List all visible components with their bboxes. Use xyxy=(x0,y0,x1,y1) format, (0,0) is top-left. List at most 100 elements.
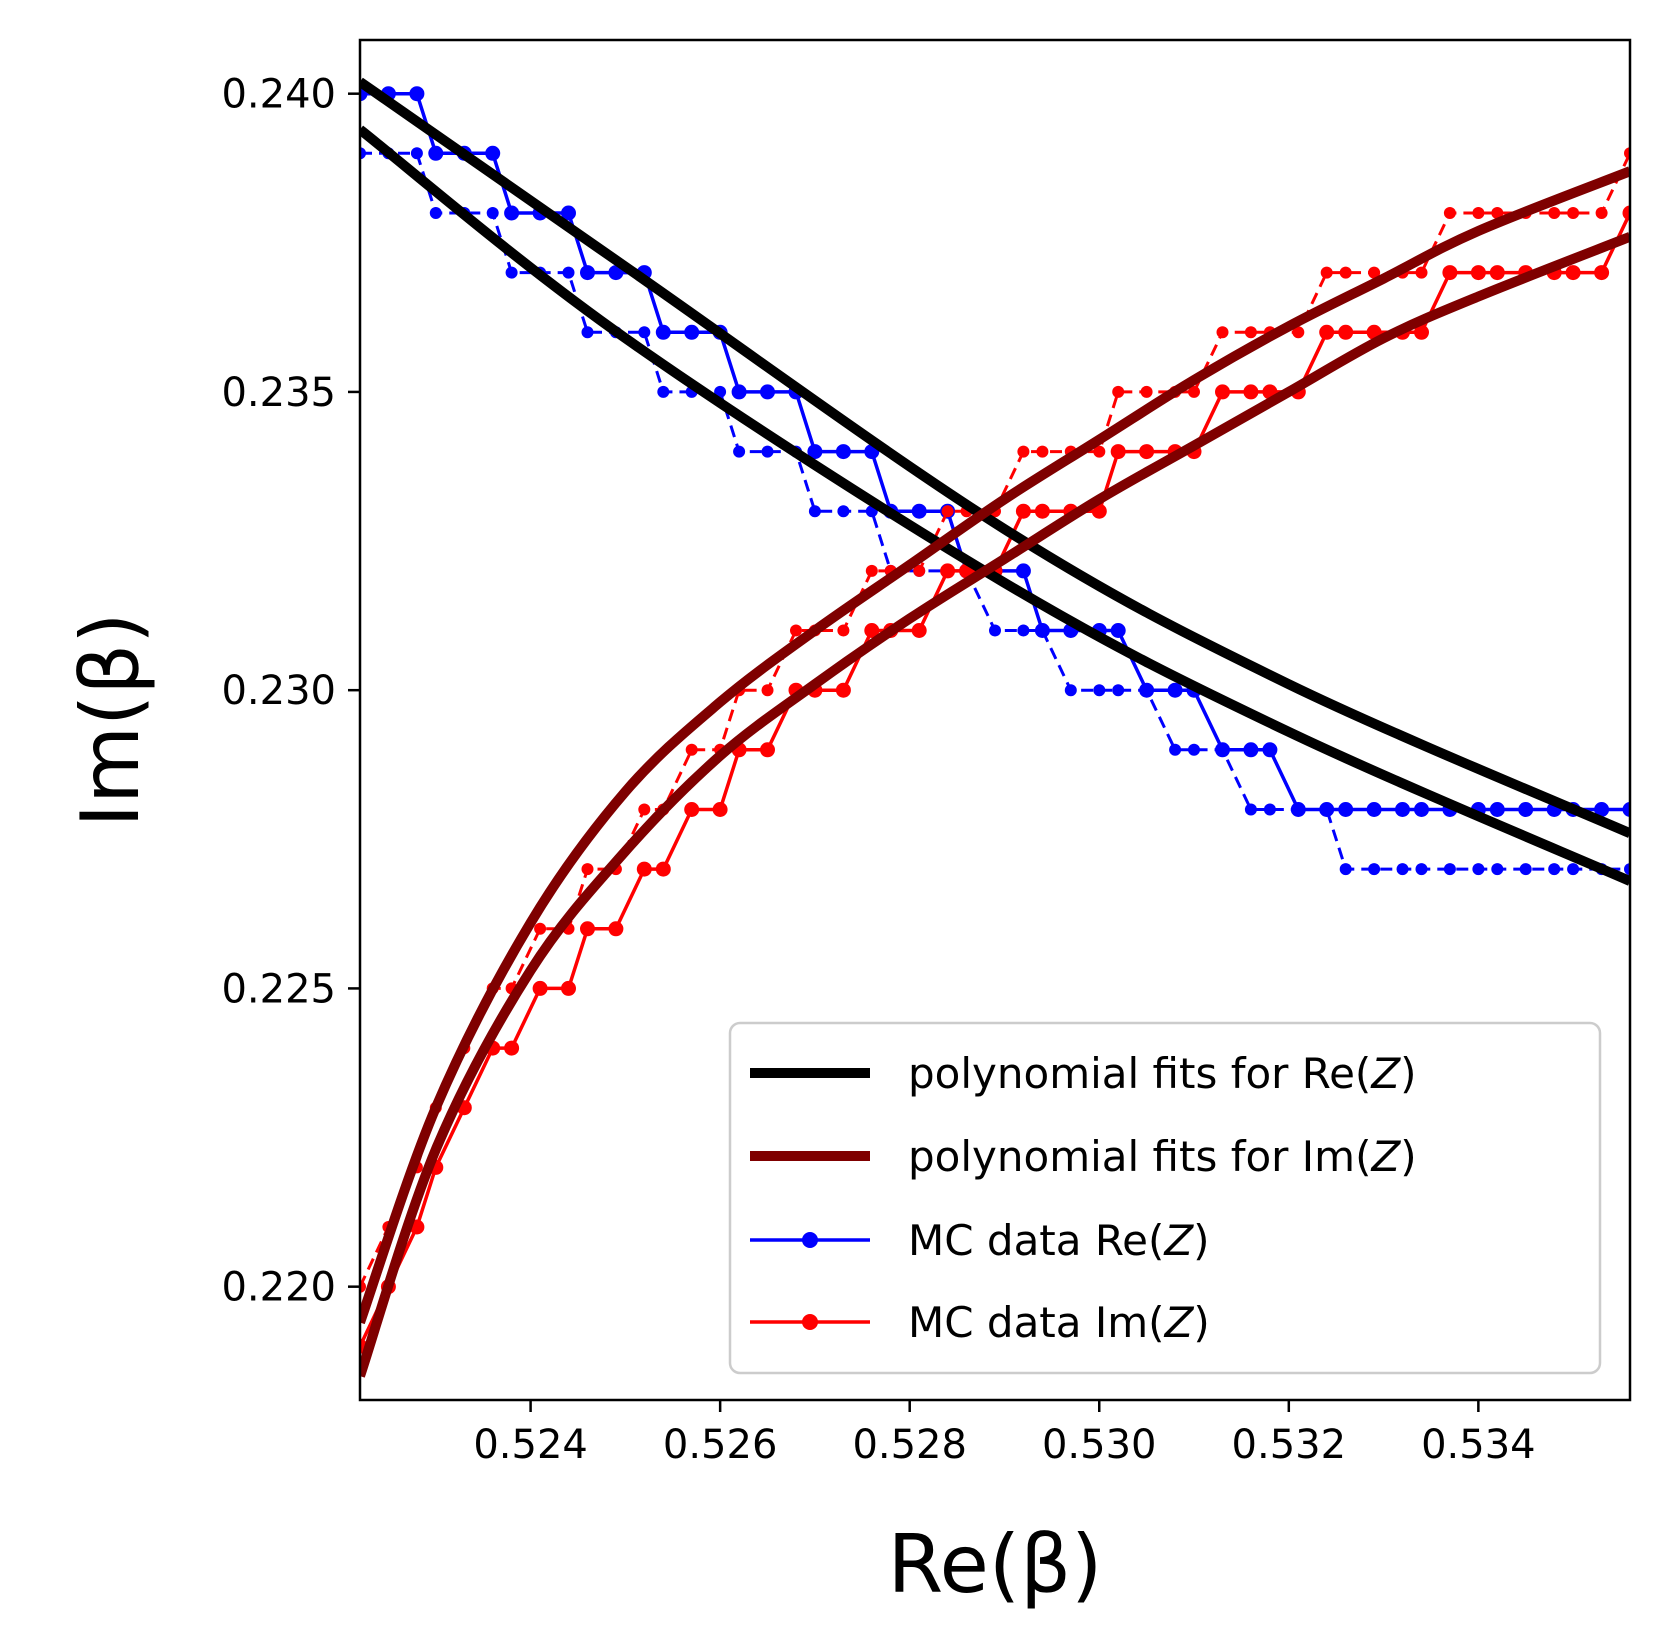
mc-point xyxy=(913,564,926,577)
mc-point xyxy=(1366,802,1382,817)
mc-point xyxy=(1622,205,1630,221)
mc-point xyxy=(1112,385,1125,398)
mc-point xyxy=(1415,266,1428,279)
mc-point xyxy=(1188,743,1200,756)
mc-point xyxy=(837,624,850,637)
mc-point xyxy=(1595,207,1608,219)
legend-label: polynomial fits for Im(Z) xyxy=(908,1132,1417,1181)
mc-point xyxy=(1519,863,1532,876)
mc-point xyxy=(1491,207,1504,219)
mc-point xyxy=(1112,684,1125,697)
mc-point xyxy=(561,205,576,221)
mc-point xyxy=(684,324,700,340)
mc-point xyxy=(731,384,747,400)
mc-point xyxy=(1243,384,1259,400)
mc-point xyxy=(1548,207,1561,219)
mc-point xyxy=(429,207,442,219)
mc-series-0 xyxy=(360,86,1630,817)
mc-point xyxy=(1017,445,1030,458)
mc-point xyxy=(1594,802,1610,817)
mc-point xyxy=(428,145,444,161)
mc-point xyxy=(1167,682,1183,698)
fit-curve-1 xyxy=(360,125,1630,886)
mc-point xyxy=(1338,802,1354,817)
mc-point xyxy=(485,145,501,161)
y-tick-label: 0.225 xyxy=(221,966,336,1012)
mc-point xyxy=(1565,265,1581,281)
mc-point xyxy=(989,624,1001,637)
mc-point xyxy=(410,147,423,160)
legend-marker xyxy=(802,1232,818,1248)
mc-point xyxy=(561,980,576,996)
mc-point xyxy=(1140,684,1153,697)
x-tick-label: 0.526 xyxy=(663,1422,778,1468)
mc-point xyxy=(360,147,366,160)
mc-point xyxy=(1594,265,1610,281)
mc-point xyxy=(1472,863,1485,876)
mc-point xyxy=(1320,266,1333,279)
mc-point xyxy=(409,86,425,102)
mc-point xyxy=(1489,802,1505,817)
mc-point xyxy=(1339,863,1352,876)
mc-point xyxy=(1624,863,1630,876)
fit-curve-2 xyxy=(360,166,1630,1325)
mc-point xyxy=(1110,623,1126,638)
mc-point xyxy=(1470,265,1486,281)
plot-frame xyxy=(358,38,1632,1402)
mc-point xyxy=(505,266,518,279)
mc-point xyxy=(1140,385,1153,398)
mc-point xyxy=(807,444,823,460)
mc-point xyxy=(580,921,595,937)
mc-point xyxy=(760,742,775,758)
mc-point xyxy=(636,861,652,877)
mc-point xyxy=(911,623,927,638)
legend-entry-1: polynomial fits for Im(Z) xyxy=(750,1132,1417,1181)
mc-point xyxy=(1491,863,1504,876)
mc-point xyxy=(1518,802,1534,817)
mc-point xyxy=(581,863,594,876)
mc-point xyxy=(911,503,927,519)
y-tick-label: 0.240 xyxy=(221,72,336,118)
y-axis: 0.220 0.225 0.230 0.235 0.240 xyxy=(221,72,360,1311)
mc-point xyxy=(1188,385,1200,398)
mc-point xyxy=(504,1040,520,1056)
mc-point xyxy=(655,324,671,340)
mc-point xyxy=(1262,742,1278,758)
mc-point xyxy=(837,505,850,518)
mc-point xyxy=(1395,802,1410,817)
legend: polynomial fits for Re(Z) polynomial fits… xyxy=(728,1021,1602,1375)
mc-point xyxy=(1415,863,1428,876)
mc-point xyxy=(1368,266,1381,279)
x-axis: 0.524 0.526 0.528 0.530 0.532 0.534 xyxy=(473,1400,1536,1468)
mc-point xyxy=(1624,147,1630,160)
mc-point xyxy=(864,623,880,638)
mc-point xyxy=(714,385,727,398)
mc-point xyxy=(835,444,851,460)
mc-point xyxy=(1442,265,1458,281)
mc-point xyxy=(761,684,774,697)
mc-point xyxy=(684,802,700,817)
mc-point xyxy=(1036,624,1049,637)
mc-point xyxy=(1110,444,1126,460)
legend-label: MC data Im(Z) xyxy=(908,1298,1210,1347)
mc-point xyxy=(941,505,954,518)
mc-point xyxy=(835,682,851,698)
mc-point xyxy=(712,802,728,817)
y-tick-label: 0.235 xyxy=(221,370,336,416)
mc-point xyxy=(1216,326,1229,339)
mc-point xyxy=(562,266,575,279)
mc-point xyxy=(1319,324,1335,340)
x-tick-label: 0.530 xyxy=(1042,1422,1157,1468)
x-tick-label: 0.532 xyxy=(1232,1422,1347,1468)
mc-point xyxy=(1292,803,1305,816)
mc-point xyxy=(486,207,499,219)
mc-point xyxy=(1414,802,1429,817)
mc-point xyxy=(1034,503,1050,519)
mc-point xyxy=(1244,803,1257,816)
mc-point xyxy=(638,326,651,339)
mc-point xyxy=(655,861,671,877)
mc-point xyxy=(1169,743,1182,756)
legend-entry-3: MC data Im(Z) xyxy=(750,1298,1210,1347)
mc-point xyxy=(1093,684,1106,697)
